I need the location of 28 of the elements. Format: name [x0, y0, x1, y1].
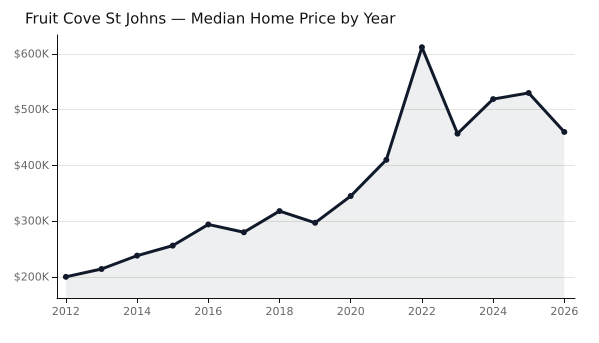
- point: [276, 208, 283, 214]
- point: [454, 130, 461, 137]
- point: [205, 221, 212, 228]
- y-tick-label: $500K: [14, 103, 50, 116]
- point: [240, 229, 247, 236]
- x-tick-label: 2012: [52, 305, 80, 318]
- x-tick-label: 2020: [336, 305, 365, 318]
- point: [98, 266, 104, 272]
- x-tick-label: 2016: [194, 305, 222, 318]
- chart-title: Fruit Cove St Johns — Median Home Price by Year: [25, 10, 396, 28]
- x-tick-label: 2022: [408, 305, 436, 318]
- point: [62, 274, 69, 280]
- point: [383, 156, 390, 163]
- y-tick-label: $300K: [14, 214, 50, 228]
- point: [170, 242, 176, 249]
- x-tick-label: 2018: [266, 305, 294, 318]
- point: [561, 128, 568, 135]
- y-tick-label: $600K: [14, 47, 50, 60]
- x-tick-label: 2024: [479, 305, 508, 318]
- y-tick-label: $200K: [14, 270, 50, 284]
- point: [134, 252, 140, 259]
- point: [312, 220, 318, 226]
- y-tick-label: $400K: [14, 158, 50, 172]
- x-tick-label: 2026: [550, 305, 578, 318]
- point: [490, 96, 496, 102]
- x-tick-label: 2014: [123, 305, 152, 318]
- point: [526, 90, 532, 96]
- point: [348, 193, 354, 200]
